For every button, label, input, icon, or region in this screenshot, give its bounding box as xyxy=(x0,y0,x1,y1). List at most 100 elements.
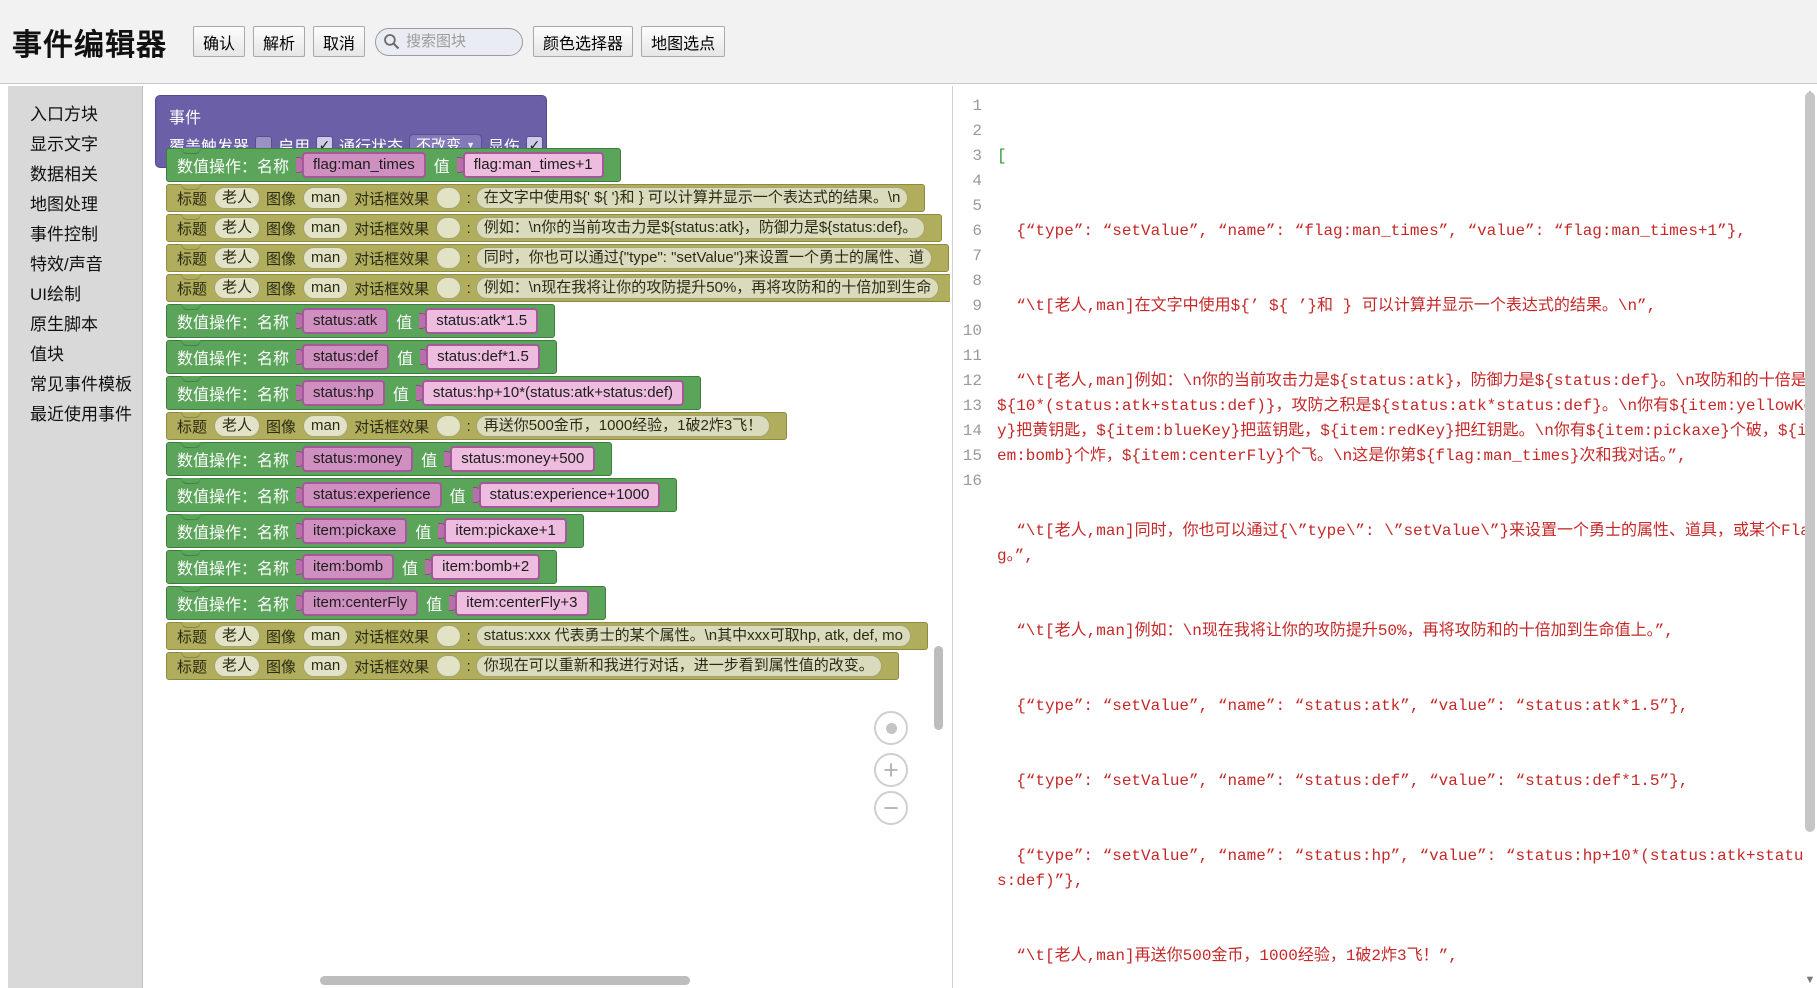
setvalue-name-field[interactable]: item:bomb xyxy=(302,554,395,580)
line-number: 7 xyxy=(972,247,982,265)
setvalue-name-field[interactable]: flag:man_times xyxy=(302,152,426,178)
canvas-horizontal-scrollbar[interactable] xyxy=(320,976,690,985)
block-setvalue[interactable]: 数值操作：名称 item:bomb 值 item:bomb+2 xyxy=(166,550,558,584)
text-image-label: 图像 xyxy=(266,250,297,268)
text-content-field[interactable]: 例如：\n现在我将让你的攻防提升50%，再将攻防和的十倍加到生命 xyxy=(475,277,940,299)
block-setvalue[interactable]: 数值操作：名称 item:centerFly 值 item:centerFly+… xyxy=(166,586,606,620)
sidebar-item-recent-events[interactable]: 最近使用事件 xyxy=(30,405,132,424)
text-image-field[interactable]: man xyxy=(303,247,349,269)
text-image-field[interactable]: man xyxy=(303,187,349,209)
setvalue-name-field[interactable]: item:pickaxe xyxy=(302,518,408,544)
block-text[interactable]: 标题 老人 图像 man 对话框效果 : 同时，你也可以通过{"type": "… xyxy=(166,244,950,272)
zoom-in-button[interactable]: + xyxy=(874,753,908,787)
setvalue-name-field[interactable]: status:money xyxy=(302,446,414,472)
canvas-vertical-scrollbar[interactable] xyxy=(934,646,943,730)
block-text[interactable]: 标题 老人 图像 man 对话框效果 : 例如：\n你的当前攻击力是${stat… xyxy=(166,214,943,242)
text-effect-field[interactable] xyxy=(436,187,461,209)
text-image-field[interactable]: man xyxy=(303,655,349,677)
json-code-area[interactable]: [ {“type”: “setValue”, “name”: “flag:man… xyxy=(991,86,1817,988)
sidebar-item-value-block[interactable]: 值块 xyxy=(30,345,64,364)
text-content-field[interactable]: 例如：\n你的当前攻击力是${status:atk}，防御力是${status:… xyxy=(475,217,926,239)
cancel-button[interactable]: 取消 xyxy=(313,26,366,57)
setvalue-value-field[interactable]: status:hp+10*(status:atk+status:def) xyxy=(421,380,685,406)
line-number: 15 xyxy=(962,447,982,465)
text-content-field[interactable]: 在文字中使用${' ${ '}和 } 可以计算并显示一个表达式的结果。\n xyxy=(475,187,909,209)
sidebar-item-show-text[interactable]: 显示文字 xyxy=(30,135,98,154)
setvalue-value-field[interactable]: status:money+500 xyxy=(450,446,596,472)
text-speaker-field[interactable]: 老人 xyxy=(214,415,261,437)
block-setvalue[interactable]: 数值操作：名称 status:hp 值 status:hp+10*(status… xyxy=(166,376,702,410)
sidebar-item-ui-draw[interactable]: UI绘制 xyxy=(30,285,81,304)
sidebar-item-common-templates[interactable]: 常见事件模板 xyxy=(30,375,132,394)
color-picker-button[interactable]: 颜色选择器 xyxy=(533,26,634,57)
text-speaker-field[interactable]: 老人 xyxy=(214,625,261,647)
block-text[interactable]: 标题 老人 图像 man 对话框效果 : 你现在可以重新和我进行对话，进一步看到… xyxy=(166,652,899,680)
setvalue-name-field[interactable]: status:def xyxy=(302,344,390,370)
text-effect-field[interactable] xyxy=(436,277,461,299)
text-image-label: 图像 xyxy=(266,190,297,208)
zoom-out-button[interactable]: − xyxy=(874,791,908,825)
setvalue-label: 数值操作：名称 xyxy=(177,597,290,614)
block-text[interactable]: 标题 老人 图像 man 对话框效果 : status:xxx 代表勇士的某个属… xyxy=(166,622,929,650)
line-number: 9 xyxy=(972,297,982,315)
text-speaker-field[interactable]: 老人 xyxy=(214,187,261,209)
block-text[interactable]: 标题 老人 图像 man 对话框效果 : 再送你500金币，1000经验，1破2… xyxy=(166,412,788,440)
sidebar-item-event-control[interactable]: 事件控制 xyxy=(30,225,98,244)
block-setvalue[interactable]: 数值操作：名称 status:def 值 status:def*1.5 xyxy=(166,340,557,374)
text-image-field[interactable]: man xyxy=(303,277,349,299)
search-input[interactable] xyxy=(375,27,524,56)
setvalue-value-field[interactable]: item:bomb+2 xyxy=(431,554,541,580)
text-speaker-field[interactable]: 老人 xyxy=(214,277,261,299)
sidebar-item-data[interactable]: 数据相关 xyxy=(30,165,98,184)
zoom-reset-button[interactable] xyxy=(874,711,908,745)
text-effect-field[interactable] xyxy=(436,655,461,677)
block-setvalue[interactable]: 数值操作：名称 flag:man_times 值 flag:man_times+… xyxy=(166,148,621,182)
setvalue-value-field[interactable]: item:centerFly+3 xyxy=(455,590,589,616)
setvalue-value-field[interactable]: flag:man_times+1 xyxy=(462,152,604,178)
block-text[interactable]: 标题 老人 图像 man 对话框效果 : 例如：\n现在我将让你的攻防提升50%… xyxy=(166,274,950,302)
scroll-down-icon[interactable]: ▼ xyxy=(1804,974,1816,986)
block-setvalue[interactable]: 数值操作：名称 status:experience 值 status:exper… xyxy=(166,478,678,512)
setvalue-value-field[interactable]: status:atk*1.5 xyxy=(425,308,539,334)
setvalue-value-field[interactable]: status:experience+1000 xyxy=(478,482,661,508)
setvalue-name-field[interactable]: status:hp xyxy=(302,380,385,406)
setvalue-name-field[interactable]: item:centerFly xyxy=(302,590,419,616)
setvalue-value-field[interactable]: item:pickaxe+1 xyxy=(444,518,567,544)
text-colon: : xyxy=(466,219,471,237)
block-text[interactable]: 标题 老人 图像 man 对话框效果 : 在文字中使用${' ${ '}和 } … xyxy=(166,184,926,212)
sidebar-item-effects-sound[interactable]: 特效/声音 xyxy=(30,255,103,274)
text-speaker-field[interactable]: 老人 xyxy=(214,655,261,677)
text-image-field[interactable]: man xyxy=(303,415,349,437)
sidebar-item-map[interactable]: 地图处理 xyxy=(30,195,98,214)
setvalue-value-field[interactable]: status:def*1.5 xyxy=(426,344,540,370)
json-preview-panel[interactable]: 1 2 3 4 5 6 7 8 9 10 11 12 13 14 15 16 [… xyxy=(952,86,1817,988)
text-image-field[interactable]: man xyxy=(303,217,349,239)
text-content-field[interactable]: 再送你500金币，1000经验，1破2炸3飞！ xyxy=(475,415,771,437)
text-content-field[interactable]: 你现在可以重新和我进行对话，进一步看到属性值的改变。 xyxy=(475,655,882,677)
value-label: 值 xyxy=(421,453,438,470)
json-line: “\t[老人,man]在文字中使用${’ ${ ’}和 } 可以计算并显示一个表… xyxy=(997,297,1657,315)
text-effect-field[interactable] xyxy=(436,415,461,437)
text-content-field[interactable]: status:xxx 代表勇士的某个属性。\n其中xxx可取hp, atk, d… xyxy=(475,625,912,647)
setvalue-name-field[interactable]: status:experience xyxy=(302,482,442,508)
blockly-canvas[interactable]: 事件 覆盖触发器 启用 ✓ 通行状态 不改变 ▼ 显伤 ✓ 数值操作：名称 fl xyxy=(144,86,950,988)
text-effect-field[interactable] xyxy=(436,625,461,647)
text-image-field[interactable]: man xyxy=(303,625,349,647)
block-setvalue[interactable]: 数值操作：名称 status:atk 值 status:atk*1.5 xyxy=(166,304,556,338)
text-effect-field[interactable] xyxy=(436,217,461,239)
sidebar-item-entry-block[interactable]: 入口方块 xyxy=(30,105,98,124)
block-setvalue[interactable]: 数值操作：名称 status:money 值 status:money+500 xyxy=(166,442,613,476)
text-content-field[interactable]: 同时，你也可以通过{"type": "setValue"}来设置一个勇士的属性、… xyxy=(475,247,933,269)
block-setvalue[interactable]: 数值操作：名称 item:pickaxe 值 item:pickaxe+1 xyxy=(166,514,584,548)
sidebar-item-native-script[interactable]: 原生脚本 xyxy=(30,315,98,334)
text-speaker-field[interactable]: 老人 xyxy=(214,247,261,269)
text-title-label: 标题 xyxy=(177,250,208,268)
parse-button[interactable]: 解析 xyxy=(253,26,306,57)
text-speaker-field[interactable]: 老人 xyxy=(214,217,261,239)
value-label: 值 xyxy=(449,489,466,506)
setvalue-name-field[interactable]: status:atk xyxy=(302,308,389,334)
text-effect-field[interactable] xyxy=(436,247,461,269)
json-vertical-scrollbar[interactable] xyxy=(1805,92,1815,832)
map-point-button[interactable]: 地图选点 xyxy=(641,26,726,57)
confirm-button[interactable]: 确认 xyxy=(193,26,246,57)
